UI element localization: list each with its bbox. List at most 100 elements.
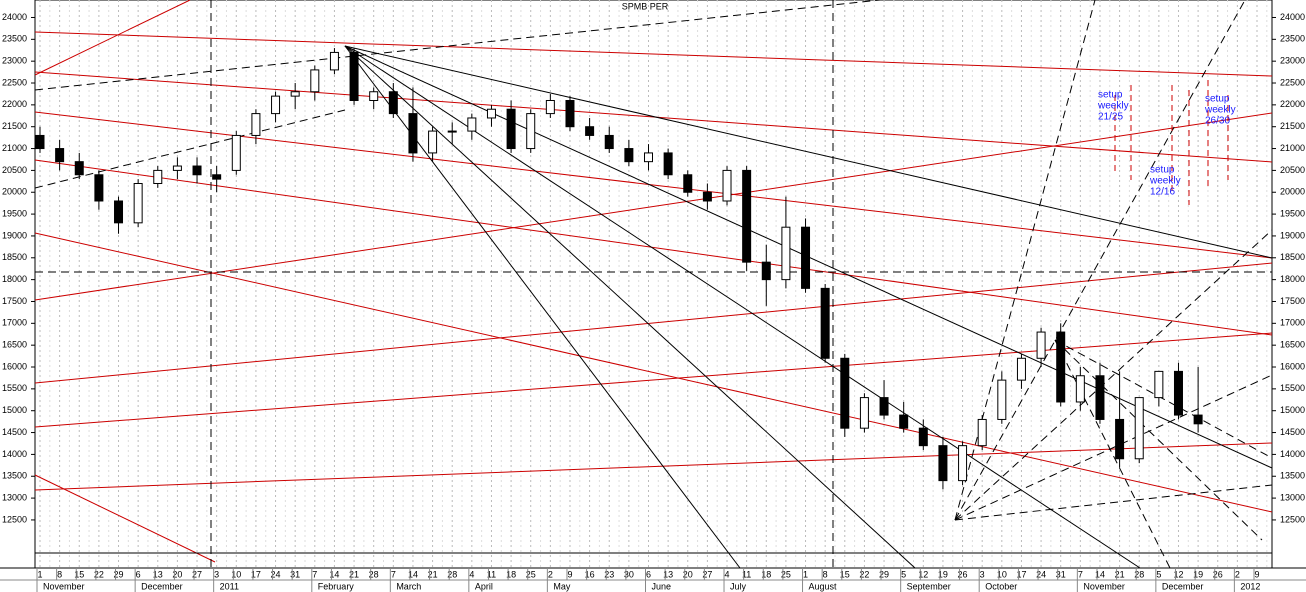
x-tick-label: 15 bbox=[840, 569, 850, 579]
x-tick-label: 24 bbox=[1036, 569, 1046, 579]
x-tick-label: 13 bbox=[663, 569, 673, 579]
x-tick-label: 11 bbox=[487, 569, 496, 579]
x-tick-label: 22 bbox=[859, 569, 869, 579]
y-tick-label: 14000 bbox=[2, 449, 27, 459]
candle-body bbox=[1193, 414, 1203, 425]
y-tick-label: 15000 bbox=[2, 405, 27, 415]
candle-body bbox=[1016, 357, 1026, 381]
x-tick-label: 31 bbox=[290, 569, 300, 579]
month-label: 2011 bbox=[220, 581, 239, 591]
y-tick-label: 16000 bbox=[2, 361, 27, 371]
y-tick-label: 20000 bbox=[1280, 187, 1305, 197]
x-tick-label: 9 bbox=[567, 569, 572, 579]
candle-body bbox=[408, 113, 418, 154]
x-tick-label: 29 bbox=[114, 569, 124, 579]
x-tick-label: 1 bbox=[37, 569, 42, 579]
x-tick-label: 14 bbox=[329, 569, 339, 579]
trend-line bbox=[34, 0, 881, 91]
annotation: weekly bbox=[1097, 101, 1129, 112]
x-tick-label: 8 bbox=[823, 569, 828, 579]
month-label: March bbox=[396, 581, 421, 591]
candle-body bbox=[585, 126, 595, 136]
candle-body bbox=[781, 226, 791, 281]
trend-line bbox=[344, 45, 1141, 569]
candle-body bbox=[55, 148, 65, 163]
candle-body bbox=[506, 108, 516, 150]
candle-body bbox=[1154, 370, 1164, 399]
candle-body bbox=[329, 51, 339, 71]
fan-line bbox=[1054, 339, 1273, 459]
annotation: weekly bbox=[1204, 105, 1236, 116]
x-tick-label: 23 bbox=[604, 569, 614, 579]
y-tick-label: 21500 bbox=[1280, 121, 1305, 131]
candle-body bbox=[153, 169, 163, 185]
x-tick-label: 4 bbox=[725, 569, 730, 579]
y-tick-label: 14500 bbox=[1280, 427, 1305, 437]
x-tick-label: 20 bbox=[683, 569, 693, 579]
y-tick-label: 20500 bbox=[1280, 165, 1305, 175]
annotation: setup bbox=[1150, 165, 1175, 176]
y-tick-label: 16500 bbox=[1280, 340, 1305, 350]
y-tick-label: 18500 bbox=[1280, 252, 1305, 262]
month-label: 2012 bbox=[1240, 581, 1260, 591]
y-tick-label: 15500 bbox=[1280, 383, 1305, 393]
annotation: 21/25 bbox=[1098, 112, 1123, 123]
x-tick-label: 12 bbox=[918, 569, 928, 579]
y-tick-label: 23000 bbox=[2, 56, 27, 66]
fan-line bbox=[954, 0, 1246, 521]
y-tick-label: 22000 bbox=[2, 99, 27, 109]
x-tick-label: 7 bbox=[391, 569, 396, 579]
x-tick-label: 18 bbox=[761, 569, 771, 579]
y-tick-label: 20500 bbox=[2, 165, 27, 175]
y-tick-label: 22500 bbox=[2, 77, 27, 87]
candle-body bbox=[761, 261, 771, 281]
x-tick-label: 27 bbox=[192, 569, 202, 579]
candle-body bbox=[742, 169, 752, 263]
candle-body bbox=[545, 99, 555, 115]
x-tick-label: 30 bbox=[624, 569, 634, 579]
y-tick-label: 16000 bbox=[1280, 361, 1305, 371]
candle-body bbox=[212, 174, 222, 180]
candle-body bbox=[644, 152, 653, 163]
candle-body bbox=[114, 200, 124, 224]
candle-body bbox=[251, 113, 261, 136]
x-tick-label: 17 bbox=[251, 569, 261, 579]
candle-body bbox=[938, 445, 948, 482]
y-tick-label: 18000 bbox=[1280, 274, 1305, 284]
fan-line bbox=[954, 484, 1273, 521]
candle-body bbox=[310, 69, 320, 93]
month-label: June bbox=[652, 581, 672, 591]
month-label: November bbox=[1083, 581, 1125, 591]
x-tick-label: 8 bbox=[57, 569, 62, 579]
y-tick-label: 24000 bbox=[1280, 12, 1305, 22]
candle-body bbox=[526, 113, 536, 150]
candle-body bbox=[1095, 375, 1105, 420]
y-tick-label: 12500 bbox=[1280, 514, 1305, 524]
y-tick-label: 13000 bbox=[2, 492, 27, 502]
x-tick-label: 11 bbox=[742, 569, 751, 579]
candle-body bbox=[840, 357, 850, 429]
x-tick-label: 28 bbox=[447, 569, 457, 579]
candle-body bbox=[604, 134, 614, 150]
month-label: September bbox=[907, 581, 951, 591]
x-tick-label: 25 bbox=[781, 569, 791, 579]
y-tick-label: 19500 bbox=[1280, 208, 1305, 218]
x-tick-label: 7 bbox=[312, 569, 317, 579]
x-tick-label: 17 bbox=[1016, 569, 1026, 579]
x-tick-label: 16 bbox=[585, 569, 595, 579]
fan-line bbox=[954, 0, 1096, 521]
x-tick-label: 26 bbox=[958, 569, 968, 579]
fan-line bbox=[1054, 339, 1171, 569]
candle-body bbox=[94, 174, 104, 202]
x-tick-label: 22 bbox=[94, 569, 104, 579]
fan-line bbox=[954, 374, 1273, 521]
candle-body bbox=[467, 117, 477, 132]
candle-body bbox=[565, 99, 575, 128]
candle-body bbox=[820, 287, 830, 359]
candle-body bbox=[899, 414, 909, 429]
x-tick-label: 14 bbox=[408, 569, 418, 579]
x-tick-label: 14 bbox=[1095, 569, 1105, 579]
chart-title: SPMB PER bbox=[622, 1, 669, 11]
annotation: weekly bbox=[1149, 176, 1181, 187]
